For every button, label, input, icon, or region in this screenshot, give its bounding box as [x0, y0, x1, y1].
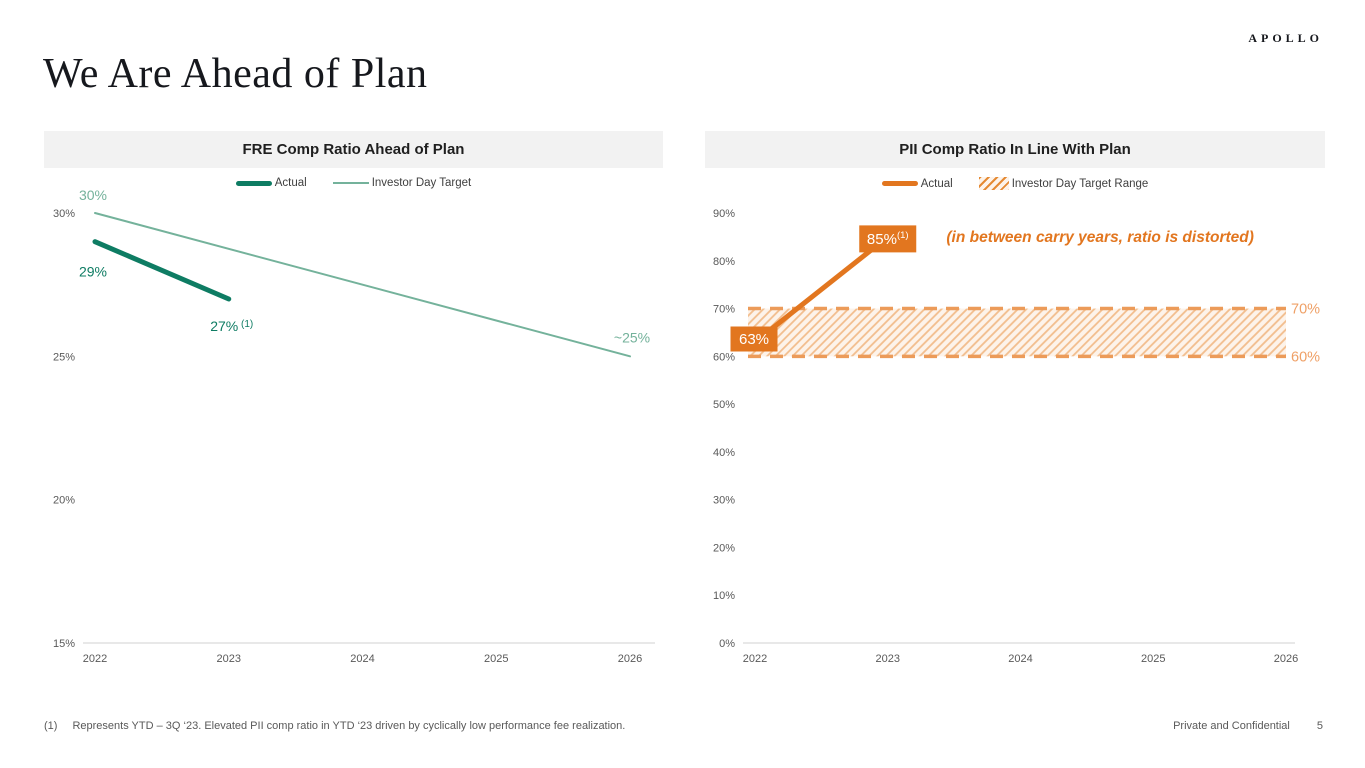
footer: Private and Confidential 5: [1173, 720, 1323, 732]
target-range-band: [748, 308, 1286, 357]
y-tick-label: 25%: [53, 351, 75, 363]
y-tick-label: 10%: [713, 590, 735, 602]
data-label-box: [859, 225, 917, 253]
x-tick-label: 2023: [217, 653, 241, 665]
y-tick-label: 60%: [713, 351, 735, 363]
y-tick-label: 90%: [713, 208, 735, 220]
legend-item: Actual: [881, 177, 953, 190]
y-tick-label: 40%: [713, 447, 735, 459]
x-tick-label: 2025: [484, 653, 508, 665]
data-label-box: [730, 326, 778, 352]
series-line-actual: [752, 234, 891, 345]
fre-comp-chart-panel: FRE Comp Ratio Ahead of Plan Actual Inves…: [44, 131, 663, 693]
legend-swatch-line-thick: [235, 180, 272, 186]
x-tick-label: 2026: [1274, 653, 1298, 665]
legend-swatch-line-thin: [332, 182, 369, 184]
apollo-logo: APOLLO: [1248, 31, 1323, 45]
confidential-label: Private and Confidential: [1173, 720, 1290, 732]
y-tick-label: 70%: [713, 304, 735, 316]
pii-chart-header: PII Comp Ratio In Line With Plan: [705, 131, 1325, 168]
fre-comp-ratio-chart: 30% 25% 20% 15% 2022 2023 2024 2025 2026 30% 29% 27…: [53, 187, 655, 665]
footnote-text: Represents YTD – 3Q ‘23. Elevated PII co…: [72, 720, 626, 732]
pii-comp-chart-panel: PII Comp Ratio In Line With Plan Actual I…: [705, 131, 1325, 693]
legend-item: Investor Day Target Range: [978, 177, 1149, 190]
series-line-actual: [92, 239, 232, 302]
x-tick-label: 2024: [350, 653, 374, 665]
data-label: ~25%: [614, 329, 650, 345]
y-tick-label: 20%: [53, 495, 75, 507]
legend-swatch-hatch: [978, 177, 1009, 190]
y-tick-label: 80%: [713, 256, 735, 268]
pii-comp-ratio-chart: 90% 80% 70% 60% 50% 40% 30% 20% 10% 0% 2022 2023 202…: [713, 208, 1320, 665]
x-tick-label: 2024: [1008, 653, 1032, 665]
pii-chart-legend: Actual Investor Day Target Range: [705, 177, 1325, 190]
x-tick-label: 2025: [1141, 653, 1165, 665]
fre-chart-header: FRE Comp Ratio Ahead of Plan: [44, 131, 663, 168]
y-tick-label: 0%: [719, 638, 735, 650]
series-line-investor-day-target: [94, 212, 631, 358]
y-tick-label: 15%: [53, 638, 75, 650]
chart-annotation: (in between carry years, ratio is distor…: [946, 229, 1254, 246]
footnote-marker: (1): [44, 720, 58, 732]
data-label: 27% (1): [210, 318, 253, 334]
fre-chart-title: FRE Comp Ratio Ahead of Plan: [242, 141, 465, 158]
legend-label: Actual: [274, 177, 307, 189]
y-tick-label: 30%: [53, 208, 75, 220]
x-tick-label: 2022: [743, 653, 767, 665]
page-number: 5: [1316, 720, 1323, 732]
x-tick-label: 2026: [618, 653, 642, 665]
legend-label: Actual: [920, 177, 953, 190]
data-label: 63%: [739, 331, 769, 348]
legend-label: Investor Day Target: [371, 177, 472, 189]
pii-chart-title: PII Comp Ratio In Line With Plan: [899, 141, 1131, 158]
legend-item: Investor Day Target: [332, 177, 472, 189]
fre-chart-legend: Actual Investor Day Target: [44, 177, 663, 189]
legend-item: Actual: [235, 177, 307, 189]
data-label: 29%: [79, 264, 107, 280]
data-label: 30%: [79, 187, 107, 203]
page-title: We Are Ahead of Plan: [43, 51, 428, 97]
y-tick-label: 50%: [713, 399, 735, 411]
legend-swatch-line-thick: [881, 181, 918, 186]
x-tick-label: 2022: [83, 653, 107, 665]
y-tick-label: 20%: [713, 542, 735, 554]
band-right-label: 70%: [1291, 302, 1320, 318]
x-tick-label: 2023: [876, 653, 900, 665]
y-tick-label: 30%: [713, 495, 735, 507]
band-right-label: 60%: [1291, 349, 1320, 365]
legend-label: Investor Day Target Range: [1011, 177, 1149, 190]
footnote: (1) Represents YTD – 3Q ‘23. Elevated PI…: [44, 720, 625, 732]
